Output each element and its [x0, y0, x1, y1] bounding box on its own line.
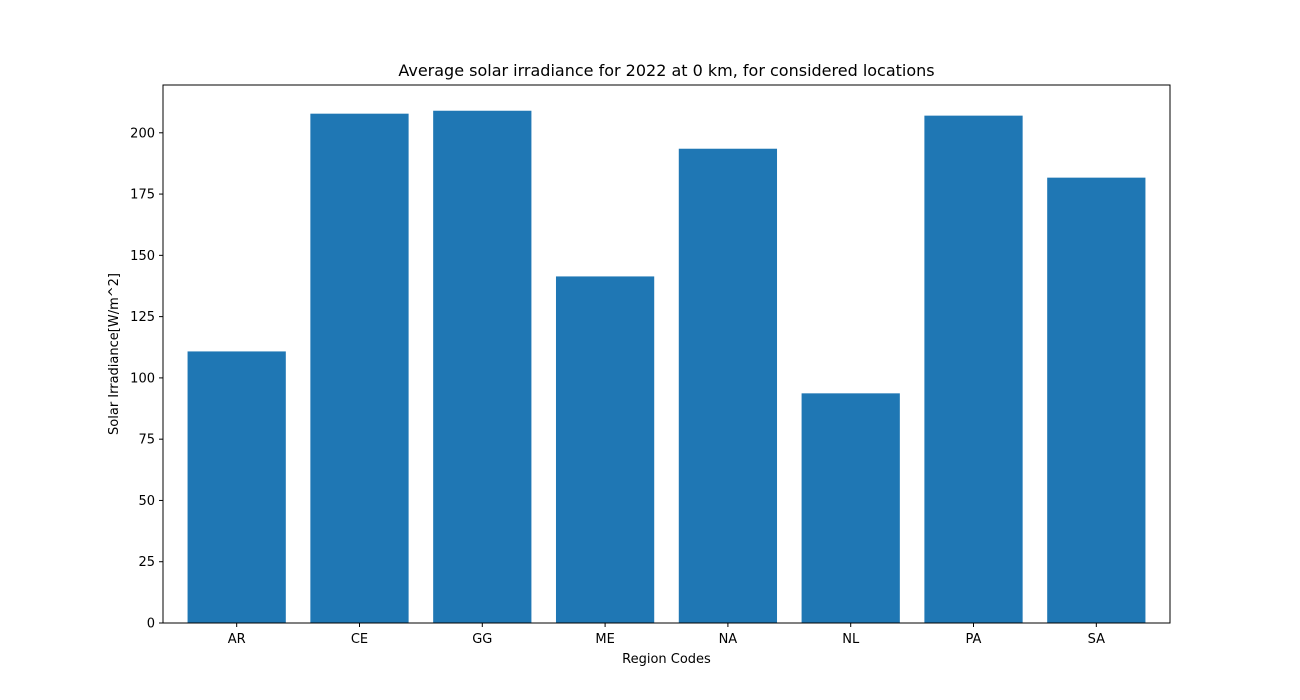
x-tick-label-gg: GG: [472, 632, 492, 647]
x-tick-label-nl: NL: [842, 632, 860, 647]
bars: [187, 110, 1146, 623]
x-axis-label: Region Codes: [622, 652, 711, 667]
bar-ar: [187, 351, 286, 623]
x-axis-ticks: AR CE GG ME NA NL PA SA: [228, 623, 1105, 647]
y-axis-label: Solar Irradiance[W/m^2]: [107, 273, 122, 435]
x-tick-label-sa: SA: [1088, 632, 1105, 647]
y-tick-label-150: 150: [130, 249, 155, 264]
y-axis-ticks: 0 25 50 75 100 125 150 175 200: [130, 126, 163, 632]
x-tick-label-ce: CE: [351, 632, 368, 647]
bar-ce: [310, 113, 409, 623]
x-tick-label-me: ME: [595, 632, 614, 647]
bar-gg: [433, 110, 532, 623]
y-tick-label-125: 125: [130, 310, 155, 325]
y-tick-label-175: 175: [130, 188, 155, 203]
plot-frame: [162, 84, 1171, 624]
x-tick-label-ar: AR: [228, 632, 246, 647]
chart-title: Average solar irradiance for 2022 at 0 k…: [398, 61, 934, 80]
y-tick-label-50: 50: [138, 494, 155, 509]
bar-me: [555, 276, 655, 623]
bar-nl: [801, 393, 900, 623]
bar-pa: [924, 115, 1023, 623]
bar-sa: [1047, 177, 1146, 623]
y-tick-label-100: 100: [130, 371, 155, 386]
y-tick-label-25: 25: [138, 555, 155, 570]
x-tick-label-na: NA: [719, 632, 738, 647]
x-tick-label-pa: PA: [966, 632, 982, 647]
bar-na: [678, 148, 778, 623]
y-tick-label-0: 0: [147, 617, 155, 632]
y-tick-label-200: 200: [130, 126, 155, 141]
y-tick-label-75: 75: [138, 433, 155, 448]
